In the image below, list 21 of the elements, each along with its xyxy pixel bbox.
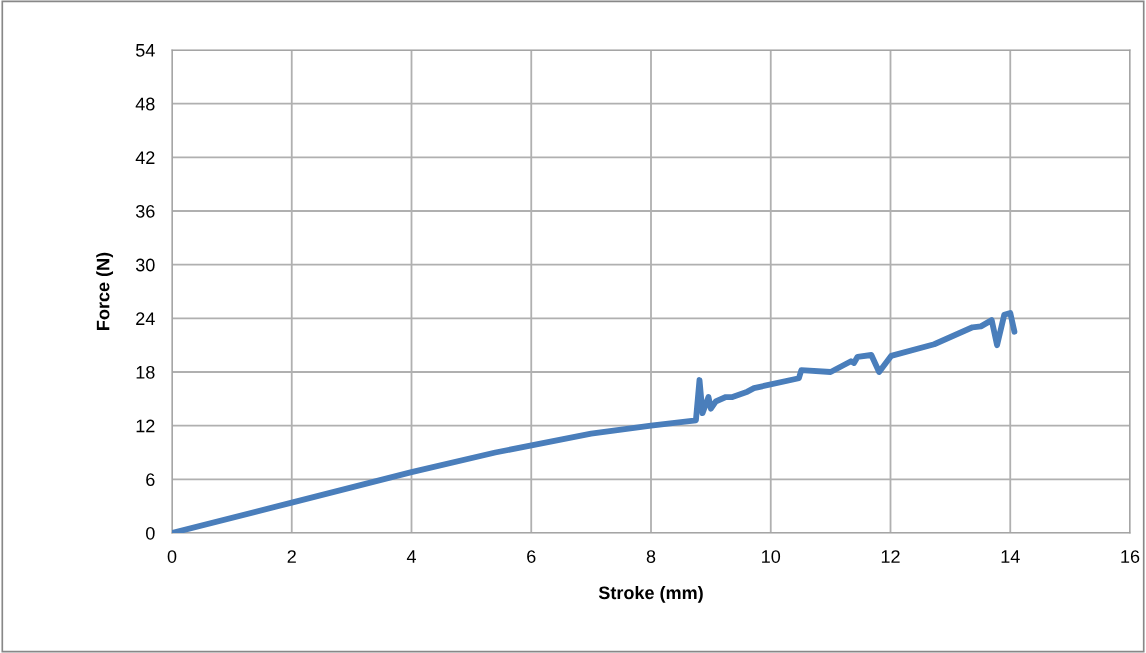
x-tick-label: 12 (881, 550, 900, 563)
x-tick-label: 0 (167, 550, 177, 563)
x-axis-title: Stroke (mm) (598, 585, 703, 603)
y-tick-label: 18 (136, 365, 155, 379)
x-tick-label: 8 (646, 550, 656, 563)
y-tick-label: 48 (135, 97, 155, 111)
x-tick-label: 16 (1121, 550, 1140, 563)
y-tick-label: 30 (135, 258, 155, 272)
y-tick-label: 42 (135, 151, 155, 164)
y-tick-label: 0 (146, 526, 155, 540)
y-tick-label: 6 (146, 473, 155, 487)
x-tick-label: 10 (762, 550, 781, 563)
y-tick-label: 54 (135, 44, 155, 57)
x-tick-label: 4 (406, 550, 416, 563)
y-tick-label: 36 (135, 204, 155, 218)
x-tick-label: 2 (287, 550, 296, 563)
y-axis-title: Force (N) (96, 252, 114, 330)
y-tick-label: 12 (136, 419, 155, 433)
y-tick-label: 24 (136, 312, 155, 325)
x-tick-label: 14 (1001, 550, 1020, 563)
x-tick-label: 6 (527, 550, 536, 563)
